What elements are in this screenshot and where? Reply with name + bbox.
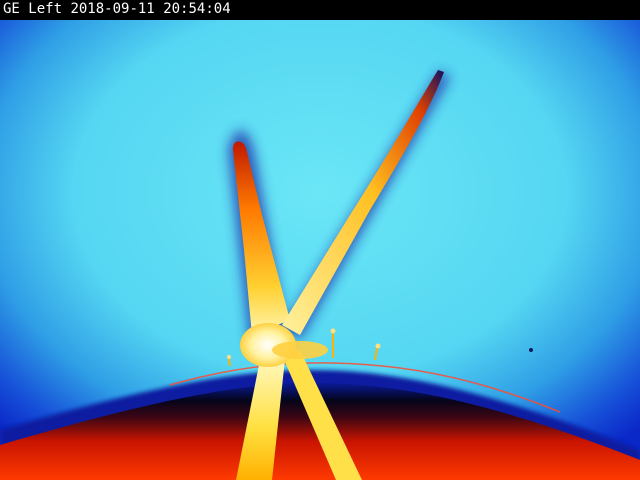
capture-date: 2018-09-11 — [70, 1, 155, 17]
blade-upper-right — [282, 70, 444, 335]
anemometer-masts — [227, 328, 381, 367]
blade-upper-left — [232, 141, 290, 335]
camera-name: GE Left — [3, 1, 63, 17]
camera-timestamp-overlay: GE Left 2018-09-11 20:54:04 — [0, 0, 640, 20]
hub-spinner — [272, 341, 328, 359]
capture-time: 20:54:04 — [163, 1, 231, 17]
sky-speck — [529, 348, 533, 352]
nacelle-rim-line — [169, 362, 561, 413]
blade-lower-right — [282, 350, 362, 480]
blade-lower-left — [236, 350, 286, 480]
